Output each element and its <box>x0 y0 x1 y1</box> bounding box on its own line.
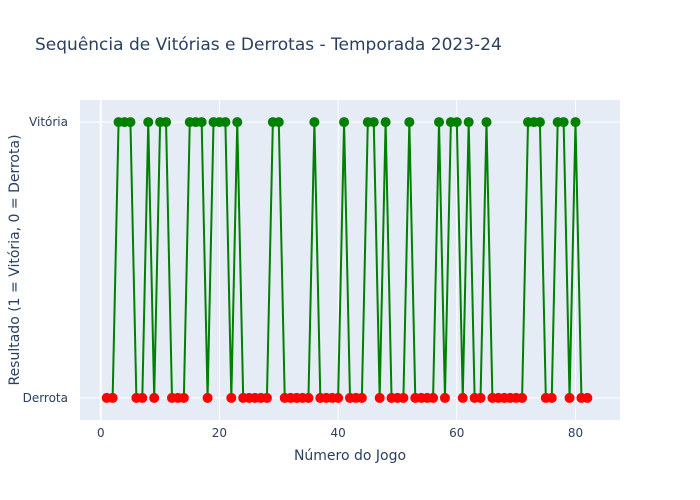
win-marker <box>434 117 445 128</box>
win-marker <box>380 117 391 128</box>
win-marker <box>220 117 231 128</box>
loss-marker <box>439 392 450 403</box>
win-marker <box>534 117 545 128</box>
loss-marker <box>107 392 118 403</box>
x-axis-ticks: 0 20 40 60 80 <box>97 426 583 440</box>
loss-marker <box>137 392 148 403</box>
x-tick-label: 80 <box>568 426 583 440</box>
y-tick-label: Vitória <box>29 115 68 129</box>
win-marker <box>558 117 569 128</box>
loss-marker <box>457 392 468 403</box>
x-tick-label: 20 <box>212 426 227 440</box>
loss-marker <box>261 392 272 403</box>
loss-marker <box>582 392 593 403</box>
win-marker <box>404 117 415 128</box>
loss-marker <box>149 392 160 403</box>
win-marker <box>570 117 581 128</box>
win-marker <box>368 117 379 128</box>
loss-marker <box>564 392 575 403</box>
y-axis-title: Resultado (1 = Vitória, 0 = Derrota) <box>7 134 23 385</box>
chart-title: Sequência de Vitórias e Derrotas - Tempo… <box>35 35 502 55</box>
y-tick-label: Derrota <box>23 391 68 405</box>
loss-marker <box>475 392 486 403</box>
win-marker <box>451 117 462 128</box>
win-marker <box>125 117 136 128</box>
loss-marker <box>202 392 213 403</box>
loss-marker <box>333 392 344 403</box>
win-marker <box>196 117 207 128</box>
loss-marker <box>178 392 189 403</box>
win-marker <box>309 117 320 128</box>
win-marker <box>463 117 474 128</box>
loss-marker <box>428 392 439 403</box>
win-marker <box>143 117 154 128</box>
x-tick-label: 0 <box>97 426 105 440</box>
y-axis-ticks: Derrota Vitória <box>23 115 68 405</box>
loss-marker <box>356 392 367 403</box>
win-marker <box>161 117 172 128</box>
x-tick-label: 40 <box>330 426 345 440</box>
loss-marker <box>517 392 528 403</box>
x-axis-title: Número do Jogo <box>294 448 406 464</box>
win-marker <box>481 117 492 128</box>
loss-marker <box>398 392 409 403</box>
win-marker <box>232 117 243 128</box>
loss-marker <box>226 392 237 403</box>
win-marker <box>273 117 284 128</box>
markers <box>101 117 593 403</box>
win-marker <box>339 117 350 128</box>
x-tick-label: 60 <box>449 426 464 440</box>
loss-marker <box>374 392 385 403</box>
loss-marker <box>303 392 314 403</box>
loss-marker <box>546 392 557 403</box>
